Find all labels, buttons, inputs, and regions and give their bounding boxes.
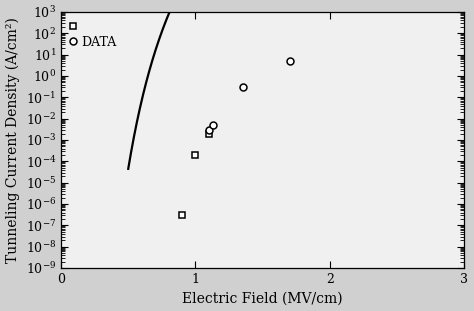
- Y-axis label: Tunneling Current Density (A/cm²): Tunneling Current Density (A/cm²): [6, 17, 20, 263]
- Legend: , DATA: , DATA: [67, 18, 119, 51]
- X-axis label: Electric Field (MV/cm): Electric Field (MV/cm): [182, 291, 343, 305]
